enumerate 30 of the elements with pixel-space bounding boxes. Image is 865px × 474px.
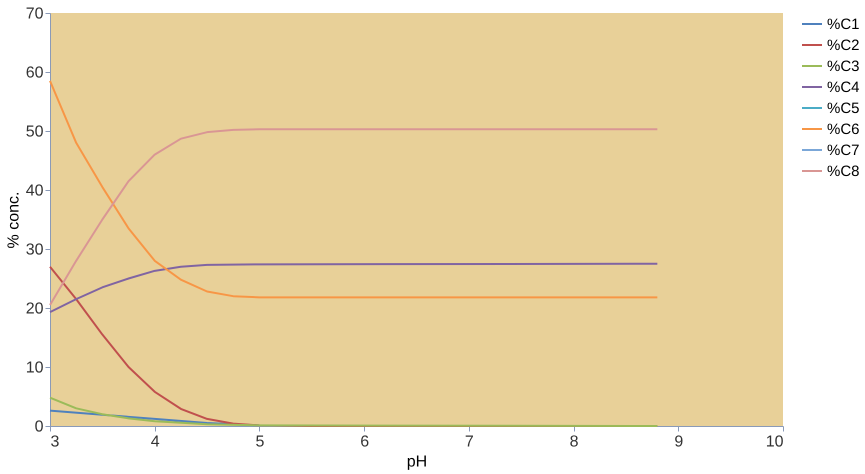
line-series [49, 128, 658, 306]
legend-label: %C6 [827, 121, 860, 138]
y-tick-label: 10 [26, 360, 44, 376]
line-series [49, 262, 658, 314]
x-tick-label: 8 [570, 434, 579, 450]
y-tick-label: 20 [26, 300, 44, 318]
legend-label: %C1 [827, 16, 860, 33]
y-tick-label: 60 [26, 64, 44, 82]
legend-label: %C8 [827, 163, 860, 180]
legend-label: %C2 [827, 37, 860, 54]
legend-label: %C7 [827, 142, 860, 159]
legend-label: %C5 [827, 100, 860, 117]
y-tick-label: 70 [26, 6, 44, 22]
x-tick-label: 10 [766, 434, 784, 450]
legend-label: %C4 [827, 79, 860, 96]
legend-label: %C3 [827, 58, 860, 75]
y-tick-label: 0 [34, 418, 44, 436]
x-tick-label: 7 [464, 434, 474, 450]
x-axis-title: pH [406, 454, 428, 470]
x-tick-label: 5 [255, 434, 264, 450]
x-tick-label: 3 [50, 434, 60, 450]
x-tick-label: 6 [360, 434, 370, 450]
y-tick-label: 50 [26, 124, 44, 140]
y-axis-title: % conc. [6, 192, 23, 248]
line-series [49, 80, 658, 298]
line-series [49, 396, 658, 427]
x-tick-label: 9 [674, 434, 684, 450]
x-tick-label: 4 [150, 434, 160, 450]
y-tick-label: 30 [26, 242, 44, 258]
y-tick-label: 40 [26, 182, 44, 200]
